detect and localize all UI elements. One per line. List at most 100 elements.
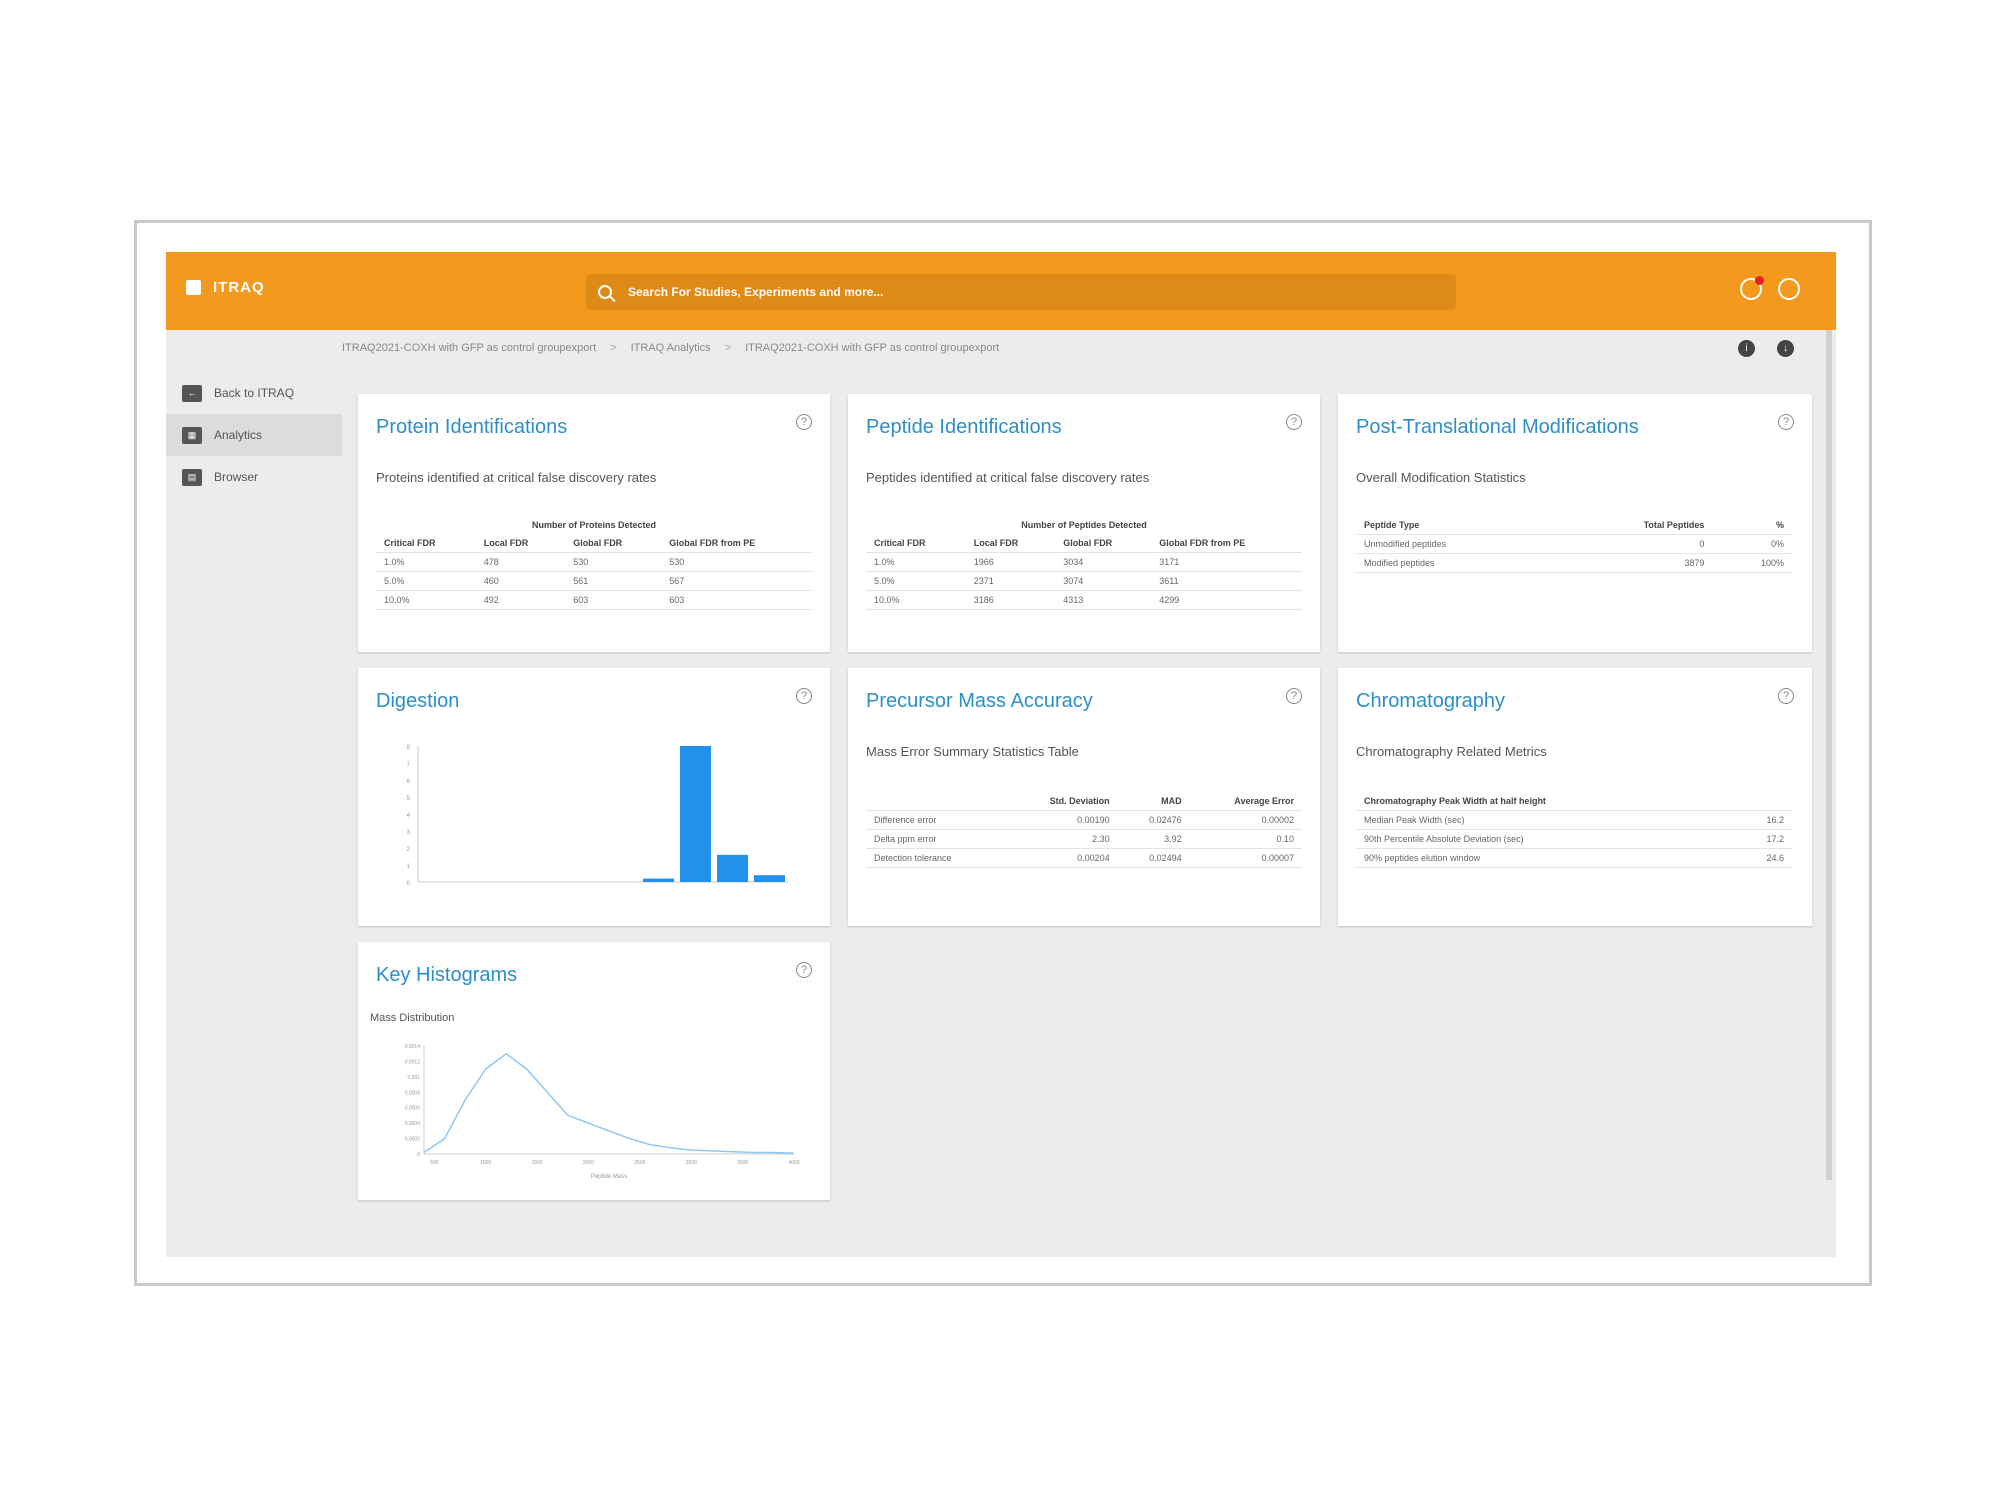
y-tick-label: 1 <box>407 864 411 870</box>
x-tick-label: 3500 <box>737 1160 748 1166</box>
table-cell: 603 <box>661 590 812 610</box>
cloud-download-icon[interactable]: ↓ <box>1777 340 1794 357</box>
help-icon[interactable]: ? <box>796 414 812 430</box>
help-icon[interactable]: ? <box>796 688 812 704</box>
table-cell: 2371 <box>965 571 1056 591</box>
column-header: Std. Deviation <box>1004 792 1118 811</box>
notification-icon[interactable] <box>1740 276 1764 300</box>
settings-icon[interactable] <box>1778 278 1800 300</box>
help-icon[interactable]: ? <box>1286 688 1302 704</box>
sidebar-item-back[interactable]: ← Back to ITRAQ <box>166 372 342 414</box>
breadcrumb-item[interactable]: ITRAQ Analytics <box>630 342 711 354</box>
table-cell: 530 <box>661 552 812 572</box>
card-subtitle: Overall Modification Statistics <box>1356 470 1526 485</box>
y-tick-label: 0.0004 <box>405 1121 421 1127</box>
top-bar-icons <box>1740 276 1800 300</box>
column-header: Global FDR <box>565 534 662 553</box>
sidebar: ← Back to ITRAQ ▦ Analytics ▤ Browser <box>166 372 342 498</box>
card-subtitle: Peptides identified at critical false di… <box>866 470 1150 485</box>
help-icon[interactable]: ? <box>1778 688 1794 704</box>
table-cell: Median Peak Width (sec) <box>1356 810 1729 830</box>
digestion-bar-chart: 0 1 2 3 4 5 6 7 8 <box>407 745 788 887</box>
column-header: % <box>1712 516 1792 535</box>
search-bar[interactable]: Search For Studies, Experiments and more… <box>586 274 1456 310</box>
table-group-header: Number of Proteins Detected <box>531 520 657 530</box>
table-row: Median Peak Width (sec) 16.2 <box>1356 810 1792 830</box>
table-cell: 90% peptides elution window <box>1356 848 1729 868</box>
table-cell: Detection tolerance <box>866 848 1005 868</box>
card-title: Precursor Mass Accuracy <box>866 690 1093 712</box>
card-subtitle: Mass Distribution <box>370 1012 455 1024</box>
chromatography-card: Chromatography ? Chromatography Related … <box>1338 668 1812 926</box>
column-header: Total Peptides <box>1555 516 1713 535</box>
digestion-card: Digestion ? 0 1 2 3 4 5 6 7 8 <box>358 668 830 926</box>
column-header <box>1728 792 1792 811</box>
column-header: Chromatography Peak Width at half height <box>1356 792 1729 811</box>
card-title: Chromatography <box>1356 690 1505 712</box>
y-tick-label: 0.0002 <box>405 1137 421 1143</box>
sidebar-item-analytics[interactable]: ▦ Analytics <box>166 414 342 456</box>
app-window: ITRAQ Search For Studies, Experiments an… <box>166 252 1836 1257</box>
precursor-table: Std. Deviation MAD Average Error Differe… <box>866 792 1302 868</box>
app-name: ITRAQ <box>213 279 265 296</box>
column-header: Global FDR from PE <box>661 534 812 553</box>
table-cell: 100% <box>1712 553 1792 573</box>
y-tick-label: 7 <box>407 762 411 768</box>
table-cell: 4299 <box>1151 590 1302 610</box>
info-icon[interactable]: i <box>1738 340 1755 357</box>
table-cell: Difference error <box>866 810 1005 830</box>
x-tick-label: 2000 <box>583 1160 594 1166</box>
y-tick-label: 4 <box>407 813 411 819</box>
table-row: Difference error 0.00190 0.02476 0.00002 <box>866 810 1302 830</box>
analytics-icon: ▦ <box>182 426 202 444</box>
card-title: Key Histograms <box>376 964 518 986</box>
back-icon: ← <box>182 384 202 402</box>
table-cell: 1.0% <box>866 552 966 572</box>
column-header: Local FDR <box>475 534 566 553</box>
x-tick-label: 2500 <box>634 1160 645 1166</box>
app-logo-icon <box>186 280 201 295</box>
sidebar-item-label: Back to ITRAQ <box>214 386 295 400</box>
table-row: 90th Percentile Absolute Deviation (sec)… <box>1356 829 1792 849</box>
y-tick-label: 8 <box>407 745 411 751</box>
table-cell: 16.2 <box>1728 810 1792 830</box>
sidebar-item-browser[interactable]: ▤ Browser <box>166 456 342 498</box>
notification-badge <box>1755 276 1764 285</box>
table-cell: 2.30 <box>1004 829 1118 849</box>
y-tick-label: 0.0006 <box>405 1106 421 1112</box>
table-cell: 567 <box>661 571 812 591</box>
chart-bar <box>716 854 749 882</box>
protein-identifications-card: Protein Identifications ? Proteins ident… <box>358 394 830 652</box>
card-title: Post-Translational Modifications <box>1356 416 1639 438</box>
table-cell: 603 <box>565 590 662 610</box>
help-icon[interactable]: ? <box>1778 414 1794 430</box>
scrollbar[interactable] <box>1826 330 1832 1180</box>
help-icon[interactable]: ? <box>796 962 812 978</box>
column-header: Local FDR <box>965 534 1056 553</box>
table-cell: 17.2 <box>1728 829 1792 849</box>
chromatography-table: Chromatography Peak Width at half height… <box>1356 792 1792 868</box>
search-icon <box>598 285 612 299</box>
column-header: Global FDR <box>1055 534 1152 553</box>
sidebar-item-label: Analytics <box>214 428 263 442</box>
column-header: MAD <box>1117 792 1190 811</box>
mass-distribution-chart: 0 0.0002 0.0004 0.0006 0.0008 0.001 0.0012 0.00… <box>405 1044 800 1180</box>
table-row: 10.0% 492 603 603 <box>376 590 812 610</box>
table-cell: 0.02494 <box>1117 848 1190 868</box>
breadcrumb-item[interactable]: ITRAQ2021-COXH with GFP as control group… <box>342 342 597 354</box>
breadcrumb-separator: > <box>610 342 617 354</box>
precursor-mass-accuracy-card: Precursor Mass Accuracy ? Mass Error Sum… <box>848 668 1320 926</box>
protein-table: Number of Proteins Detected Critical FDR… <box>376 516 812 610</box>
table-cell: 0.00190 <box>1004 810 1118 830</box>
column-header: Global FDR from PE <box>1151 534 1302 553</box>
table-cell: 10.0% <box>376 590 476 610</box>
table-row: Unmodified peptides 0 0% <box>1356 534 1792 554</box>
search-placeholder[interactable]: Search For Studies, Experiments and more… <box>628 285 884 299</box>
brand[interactable]: ITRAQ <box>186 279 265 296</box>
y-tick-label: 0.0008 <box>405 1090 421 1096</box>
column-header: Peptide Type <box>1356 516 1556 535</box>
table-cell: 530 <box>565 552 662 572</box>
browser-icon: ▤ <box>182 468 202 486</box>
column-header: Critical FDR <box>376 534 476 553</box>
help-icon[interactable]: ? <box>1286 414 1302 430</box>
